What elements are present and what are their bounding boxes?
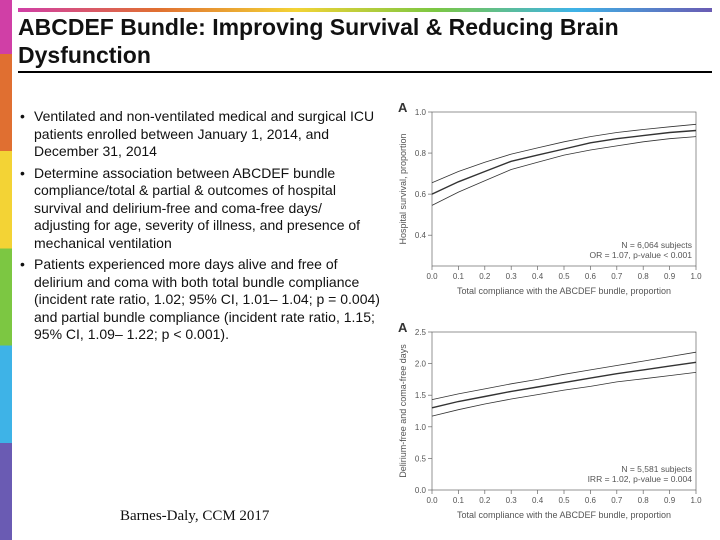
- svg-text:2.0: 2.0: [415, 360, 427, 369]
- chart-a-survival-svg: 0.0 0.1 0.2 0.3 0.4 0.5 0.6 0.7 0.8 0.9 1.0 0.4 0.6 0…: [392, 100, 712, 305]
- svg-text:0.1: 0.1: [453, 272, 465, 281]
- svg-text:0.8: 0.8: [638, 272, 650, 281]
- svg-text:0.2: 0.2: [479, 496, 491, 505]
- svg-text:0.7: 0.7: [611, 272, 623, 281]
- chart-a-days-svg: 0.0 0.1 0.2 0.3 0.4 0.5 0.6 0.7 0.8 0.9 1.0 0.0 0.5 1…: [392, 320, 712, 530]
- svg-text:0.6: 0.6: [585, 496, 597, 505]
- svg-text:0.6: 0.6: [415, 190, 427, 199]
- svg-text:Hospital survival, proportion: Hospital survival, proportion: [398, 133, 408, 244]
- svg-text:1.0: 1.0: [415, 423, 427, 432]
- svg-text:1.0: 1.0: [690, 272, 702, 281]
- title-underline: [18, 71, 712, 73]
- svg-text:0.5: 0.5: [558, 272, 570, 281]
- svg-text:0.4: 0.4: [532, 272, 544, 281]
- svg-text:N = 6,064 subjects: N = 6,064 subjects: [621, 240, 692, 250]
- svg-text:0.8: 0.8: [415, 149, 427, 158]
- bullet-item: Ventilated and non-ventilated medical an…: [20, 108, 380, 161]
- svg-text:1.5: 1.5: [415, 391, 427, 400]
- svg-text:1.0: 1.0: [690, 496, 702, 505]
- svg-text:N = 5,581 subjects: N = 5,581 subjects: [621, 464, 692, 474]
- svg-text:0.5: 0.5: [415, 454, 427, 463]
- svg-text:0.3: 0.3: [506, 272, 518, 281]
- svg-text:2.5: 2.5: [415, 328, 427, 337]
- bullet-item: Determine association between ABCDEF bun…: [20, 165, 380, 253]
- chart-a-survival: A 0.00.10.20.30.40.50.60.70.80.91.00.40.…: [392, 100, 712, 305]
- svg-text:0.0: 0.0: [426, 496, 438, 505]
- svg-text:0.9: 0.9: [664, 496, 676, 505]
- svg-text:0.4: 0.4: [415, 231, 427, 240]
- svg-text:Delirium-free and coma-free da: Delirium-free and coma-free days: [398, 344, 408, 478]
- svg-text:0.0: 0.0: [415, 486, 427, 495]
- svg-text:IRR = 1.02, p-value = 0.004: IRR = 1.02, p-value = 0.004: [588, 474, 693, 484]
- svg-text:0.7: 0.7: [611, 496, 623, 505]
- svg-text:0.1: 0.1: [453, 496, 465, 505]
- svg-text:0.5: 0.5: [558, 496, 570, 505]
- title-rainbow-strip: [18, 8, 712, 12]
- svg-text:0.4: 0.4: [532, 496, 544, 505]
- chart-a-days: A 0.00.10.20.30.40.50.60.70.80.91.00.00.…: [392, 320, 712, 530]
- svg-text:0.6: 0.6: [585, 272, 597, 281]
- svg-text:0.0: 0.0: [426, 272, 438, 281]
- svg-text:0.3: 0.3: [506, 496, 518, 505]
- svg-text:0.9: 0.9: [664, 272, 676, 281]
- svg-text:0.2: 0.2: [479, 272, 491, 281]
- bullet-text: Patients experienced more days alive and…: [34, 256, 380, 342]
- page-title: ABCDEF Bundle: Improving Survival & Redu…: [18, 14, 712, 69]
- svg-text:OR = 1.07, p-value < 0.001: OR = 1.07, p-value < 0.001: [589, 250, 692, 260]
- bullet-column: Ventilated and non-ventilated medical an…: [20, 108, 380, 348]
- panel-label: A: [398, 320, 407, 335]
- bullets-list: Ventilated and non-ventilated medical an…: [20, 108, 380, 344]
- svg-text:1.0: 1.0: [415, 108, 427, 117]
- rainbow-sidebar: [0, 0, 12, 540]
- panel-label: A: [398, 100, 407, 115]
- svg-text:0.8: 0.8: [638, 496, 650, 505]
- svg-text:Total compliance with the ABCD: Total compliance with the ABCDEF bundle,…: [457, 286, 671, 296]
- citation-text: Barnes-Daly, CCM 2017: [120, 508, 269, 525]
- bullet-item: Patients experienced more days alive and…: [20, 256, 380, 344]
- title-block: ABCDEF Bundle: Improving Survival & Redu…: [18, 8, 712, 73]
- svg-text:Total compliance with the ABCD: Total compliance with the ABCDEF bundle,…: [457, 510, 671, 520]
